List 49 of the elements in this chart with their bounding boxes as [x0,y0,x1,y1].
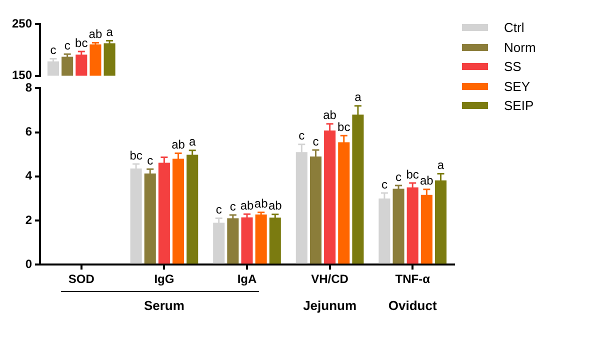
y-tick-label: 4 [25,168,32,183]
data-label: c [216,202,222,217]
x-tick-label: SOD [68,272,95,286]
data-label: c [64,38,70,52]
bar [241,217,253,264]
text: Jejunum [303,298,357,314]
legend-label: SEY [504,78,530,94]
y-tick-label: 250 [12,16,32,31]
data-label: c [147,153,154,168]
data-label: a [106,25,114,40]
x-tick-label: IgA [237,272,257,286]
text: Serum [144,298,184,314]
x-tick-label: VH/CD [311,272,349,286]
data-label: ab [172,138,186,152]
bar [269,218,281,264]
data-label: ab [420,174,434,188]
data-label: c [312,134,319,148]
data-label: ab [240,198,254,212]
legend-label: SS [504,59,522,74]
bar [255,214,267,264]
data-label: bc [338,120,350,134]
data-label: a [354,90,362,104]
y-tick-label: 150 [12,68,32,82]
y-tick-label: 0 [25,256,32,271]
y-tick-label: 6 [25,124,32,139]
data-label: ab [323,108,337,122]
data-label: bc [130,148,142,162]
y-tick-label: 8 [25,80,32,95]
data-label: a [189,134,196,149]
bar [392,188,404,264]
data-label: c [50,43,56,58]
data-label: a [437,158,444,172]
data-label: c [396,170,402,184]
x-tick-label: IgG [154,272,174,286]
legend-label: Ctrl [504,20,524,36]
legend-label: Norm [504,40,536,55]
data-label: bc [406,167,419,182]
data-label: c [381,177,388,192]
data-label: ab [88,27,102,42]
data-label: c [230,199,236,214]
text: Oviduct [388,298,438,314]
data-label: ab [268,198,282,213]
x-tick-label: TNF-α [395,272,431,286]
data-label: ab [254,196,268,211]
bar [227,218,239,264]
data-label: c [298,128,305,143]
legend-label: SEIP [504,98,534,114]
y-tick-label: 2 [25,212,32,227]
data-label: bc [75,36,88,50]
